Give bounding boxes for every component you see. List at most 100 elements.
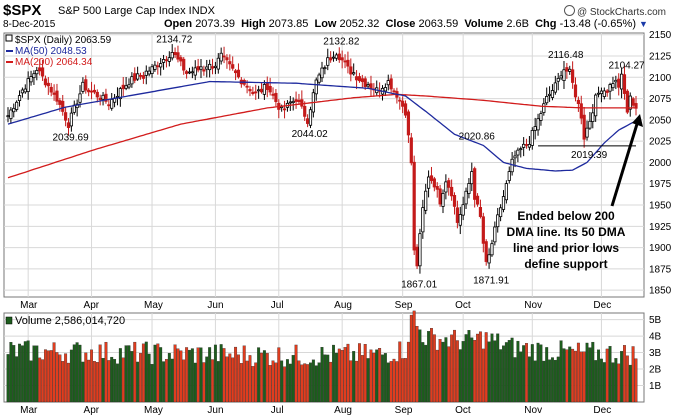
volume-bar xyxy=(20,345,24,403)
candle-body xyxy=(101,94,105,100)
volume-bar xyxy=(297,360,301,403)
volume-bar xyxy=(98,344,102,403)
candle xyxy=(432,176,436,192)
candle-body xyxy=(193,67,197,76)
candle xyxy=(501,190,506,213)
high-value: 2073.85 xyxy=(268,18,309,30)
volume-bar xyxy=(473,340,477,403)
volume-bar xyxy=(594,360,598,403)
volume-bar xyxy=(334,352,338,403)
volume-bar xyxy=(415,326,419,403)
candle xyxy=(556,72,560,91)
price-tick-label: 1975 xyxy=(649,179,672,190)
volume-bar xyxy=(395,361,399,403)
candle-body xyxy=(23,88,27,93)
candle-body xyxy=(15,101,19,110)
volume-bar xyxy=(329,361,333,403)
candle xyxy=(450,179,454,201)
candle-body xyxy=(314,79,318,95)
candle xyxy=(596,86,601,98)
volume-month-label: Apr xyxy=(84,405,100,416)
candle xyxy=(571,61,575,89)
candle xyxy=(179,55,183,67)
candle-body xyxy=(553,82,557,93)
volume-bar xyxy=(46,350,50,403)
volume-bar xyxy=(349,360,353,403)
candle xyxy=(389,74,393,93)
candle xyxy=(418,228,422,274)
price-annotation-label: 2039.69 xyxy=(52,133,89,144)
volume-bar xyxy=(502,345,505,403)
month-label: Nov xyxy=(524,300,542,311)
candle xyxy=(421,199,425,239)
volume-bar xyxy=(257,347,261,403)
volume-bar xyxy=(271,360,275,403)
month-label: Jul xyxy=(271,300,284,311)
candle xyxy=(216,53,220,74)
candle-body xyxy=(461,204,465,216)
quote-date: 8-Dec-2015 xyxy=(3,19,56,30)
candle-body xyxy=(265,82,269,90)
volume-bar xyxy=(323,354,327,403)
candle-body xyxy=(262,84,266,95)
candle-body xyxy=(527,144,532,148)
candle xyxy=(144,65,148,85)
legend-price: $SPX (Daily) 2063.59 xyxy=(5,34,112,46)
candle xyxy=(257,85,261,99)
candle xyxy=(354,70,359,90)
volume-bar xyxy=(49,350,53,403)
volume-bar xyxy=(311,359,315,403)
brand-link[interactable]: @ StockCharts.com xyxy=(563,5,666,18)
ticker-symbol: $SPX xyxy=(3,2,42,19)
candle-body xyxy=(513,155,517,159)
volume-bar xyxy=(545,347,549,403)
candle-body xyxy=(326,57,330,66)
candle xyxy=(455,200,459,229)
close-value: 2063.59 xyxy=(418,18,459,30)
price-annotation-label: 1871.91 xyxy=(473,276,510,287)
price-tick-label: 1900 xyxy=(649,243,672,254)
candle-body xyxy=(568,68,572,72)
candle xyxy=(101,91,105,106)
candle xyxy=(66,118,71,136)
candle xyxy=(98,94,102,106)
candle xyxy=(559,70,563,81)
volume-bar xyxy=(110,356,114,403)
candle xyxy=(121,76,125,97)
candle-body xyxy=(150,66,154,74)
low-label: Low xyxy=(314,18,337,30)
candle-body xyxy=(421,207,425,233)
volume-bar xyxy=(620,351,624,403)
candle xyxy=(553,75,557,95)
candle-body xyxy=(259,88,264,93)
candle-body xyxy=(170,52,174,59)
volume-bar xyxy=(52,342,56,403)
volume-bar xyxy=(579,351,583,403)
volume-bar xyxy=(61,361,65,403)
volume-bar xyxy=(231,357,235,403)
candle-body xyxy=(81,81,85,92)
volume-bar xyxy=(464,334,468,403)
volume-bar xyxy=(337,348,341,403)
volume-bar xyxy=(539,344,543,403)
volume-bar xyxy=(625,355,629,403)
candle xyxy=(401,96,405,114)
volume-bar xyxy=(565,349,569,403)
volume-bar xyxy=(559,340,563,403)
candle-body xyxy=(602,90,606,97)
candle-body xyxy=(605,90,609,93)
volume-bar xyxy=(139,353,142,403)
candle xyxy=(409,132,413,166)
volume-bar xyxy=(285,359,289,403)
candle xyxy=(412,155,416,256)
volume-bar xyxy=(369,349,373,403)
volume-bar xyxy=(493,340,497,403)
volume-bar xyxy=(81,361,85,403)
candle-body xyxy=(499,207,503,218)
volume-bar xyxy=(245,360,249,403)
volume-bar xyxy=(372,352,376,403)
candle-body xyxy=(208,63,212,71)
candle xyxy=(487,248,491,269)
volume-bar xyxy=(551,357,554,403)
candle-body xyxy=(432,178,436,188)
